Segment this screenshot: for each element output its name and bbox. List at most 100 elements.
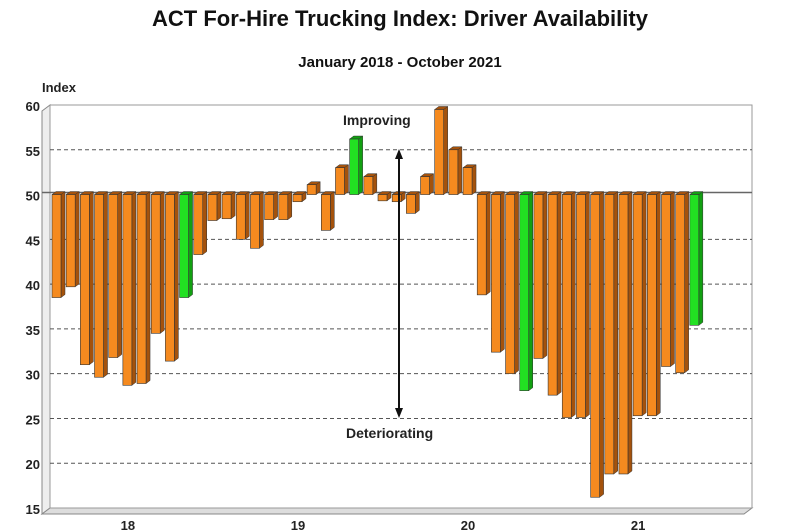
- bar-side: [500, 191, 505, 353]
- bar-nov-2019: [363, 176, 374, 195]
- bar-side: [372, 173, 378, 196]
- bar-oct-2021: [689, 194, 700, 326]
- bar-side: [457, 146, 463, 196]
- y-tick-label: 50: [26, 189, 40, 204]
- y-tick-label: 35: [26, 323, 40, 338]
- arrow-down-icon: [395, 408, 403, 418]
- bar-side: [74, 191, 80, 288]
- bar-side: [245, 191, 250, 240]
- bar-jan-2019: [221, 194, 232, 220]
- y-tick-label: 45: [26, 233, 40, 248]
- bar-side: [159, 191, 165, 334]
- bar-aug-2020: [491, 194, 501, 353]
- bar-side: [627, 191, 633, 475]
- bar-nov-2020: [533, 194, 544, 359]
- bar-sep-2020: [505, 194, 515, 374]
- bar-side: [216, 191, 222, 222]
- bar-oct-2018: [179, 194, 189, 298]
- bar-side: [641, 191, 647, 417]
- bar-side: [670, 191, 675, 368]
- y-tick-label: 55: [26, 144, 40, 159]
- bar-jun-2018: [122, 194, 133, 386]
- bar-jun-2021: [632, 194, 643, 417]
- bar-dec-2019: [377, 194, 388, 202]
- bar-mar-2020: [420, 176, 430, 195]
- bar-side: [471, 164, 477, 196]
- bar-feb-2019: [235, 194, 246, 240]
- bar-side: [571, 191, 576, 419]
- y-tick-label: 40: [26, 278, 40, 293]
- annotation-improving: Improving: [343, 112, 411, 128]
- bar-sep-2021: [675, 194, 685, 374]
- bar-feb-2018: [65, 194, 76, 288]
- bar-side: [542, 191, 548, 359]
- bar-side: [599, 191, 604, 498]
- bar-side: [613, 191, 619, 475]
- bar-may-2021: [618, 194, 629, 475]
- chart-subtitle: January 2018 - October 2021: [298, 54, 502, 71]
- bar-side: [684, 191, 689, 374]
- y-tick-label: 60: [26, 99, 40, 114]
- bar-side: [117, 191, 122, 359]
- bar-side: [528, 191, 533, 392]
- bar-side: [358, 135, 363, 196]
- bar-side: [287, 191, 293, 221]
- wall-left: [41, 104, 51, 515]
- bar-side: [443, 105, 448, 196]
- bar-aug-2019: [321, 194, 331, 231]
- x-tick-label: 19: [291, 518, 305, 532]
- bar-side: [344, 164, 349, 196]
- bar-side: [259, 191, 264, 249]
- bar-side: [103, 191, 108, 378]
- bar-side: [485, 191, 491, 296]
- bar-feb-2020: [406, 194, 416, 214]
- floor: [40, 507, 754, 515]
- bar-side: [273, 191, 278, 221]
- bar-nov-2018: [193, 194, 204, 255]
- y-tick-label: 25: [26, 412, 40, 427]
- bar-side: [415, 191, 420, 214]
- bar-sep-2018: [165, 194, 175, 362]
- bar-mar-2019: [250, 194, 260, 249]
- bar-may-2019: [278, 194, 289, 220]
- bar-side: [330, 191, 335, 231]
- bar-jan-2020: [391, 194, 402, 203]
- bar-side: [202, 191, 207, 256]
- bar-jun-2020: [462, 167, 473, 195]
- bar-jan-2018: [51, 194, 62, 298]
- bar-mar-2021: [590, 194, 600, 498]
- x-tick-label: 21: [631, 518, 645, 532]
- bar-side: [60, 191, 66, 299]
- bar-side: [188, 191, 193, 299]
- bar-aug-2018: [150, 194, 161, 334]
- bar-side: [429, 173, 434, 196]
- bar-oct-2019: [349, 138, 359, 195]
- bar-side: [89, 191, 94, 366]
- y-tick-label: 15: [26, 502, 40, 517]
- bar-may-2020: [448, 149, 459, 195]
- bar-jul-2020: [476, 194, 487, 296]
- bar-jan-2021: [561, 194, 572, 418]
- bar-dec-2020: [547, 194, 558, 396]
- bar-jul-2018: [136, 194, 147, 384]
- bar-apr-2018: [94, 194, 104, 378]
- bar-apr-2019: [264, 194, 274, 220]
- bar-sep-2019: [335, 167, 345, 195]
- x-tick-label: 18: [121, 518, 135, 532]
- bar-aug-2021: [661, 194, 671, 367]
- bar-side: [174, 191, 179, 362]
- bar-jul-2019: [306, 184, 317, 195]
- x-tick-label: 20: [461, 518, 475, 532]
- bar-apr-2020: [434, 109, 444, 195]
- bar-jul-2021: [647, 194, 657, 417]
- bar-side: [556, 191, 562, 396]
- bar-side: [656, 191, 661, 417]
- bar-side: [145, 191, 151, 385]
- bar-side: [698, 191, 704, 326]
- bar-jun-2019: [292, 194, 303, 203]
- bar-side: [230, 191, 236, 220]
- bar-side: [585, 191, 590, 419]
- bar-feb-2021: [576, 194, 586, 418]
